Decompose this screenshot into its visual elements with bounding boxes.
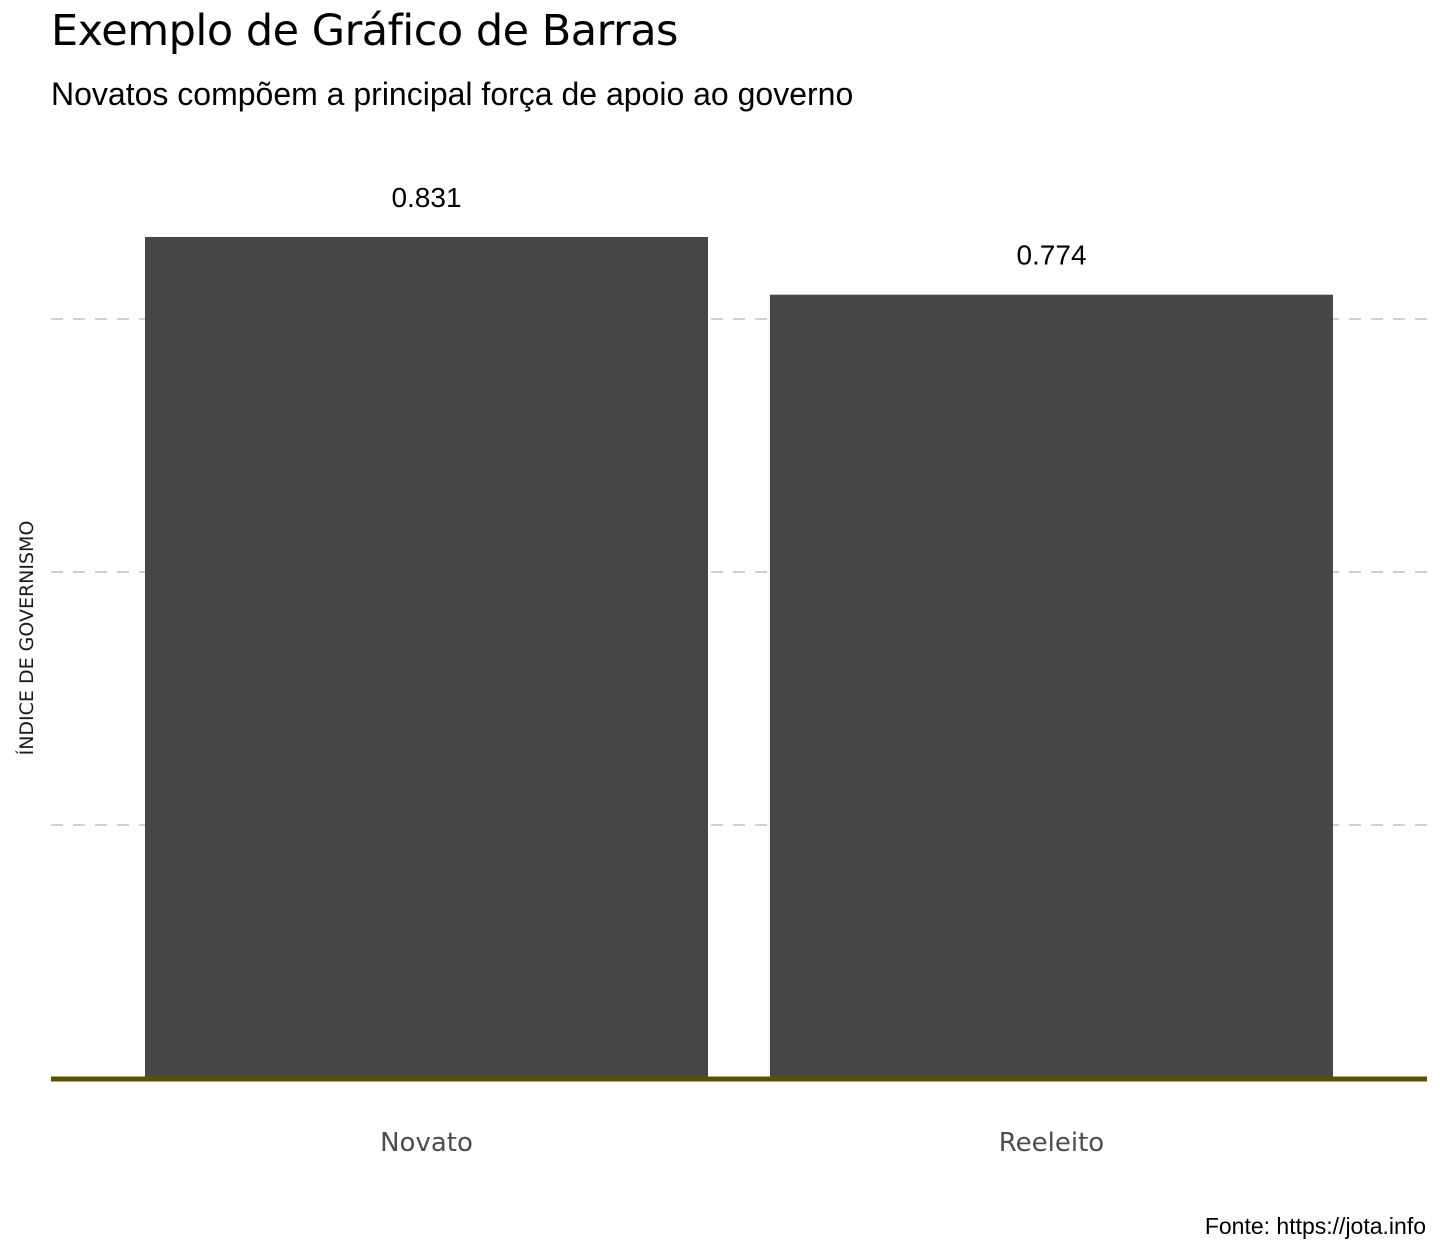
bar-novato <box>145 237 708 1078</box>
chart-caption: Fonte: https://jota.info <box>1204 1213 1426 1239</box>
x-tick-label-reeleito: Reeleito <box>999 1128 1104 1158</box>
chart-title: Exemplo de Gráfico de Barras <box>51 6 678 56</box>
value-label-novato: 0.831 <box>391 182 461 213</box>
bars <box>145 237 1333 1078</box>
x-tick-label-novato: Novato <box>380 1128 473 1158</box>
bar-reeleito <box>770 294 1333 1078</box>
value-label-reeleito: 0.774 <box>1016 240 1086 271</box>
bar-value-labels: 0.831 0.774 <box>391 182 1086 271</box>
x-axis: Novato Reeleito <box>51 1076 1427 1158</box>
chart-subtitle: Novatos compõem a principal força de apo… <box>51 76 854 112</box>
